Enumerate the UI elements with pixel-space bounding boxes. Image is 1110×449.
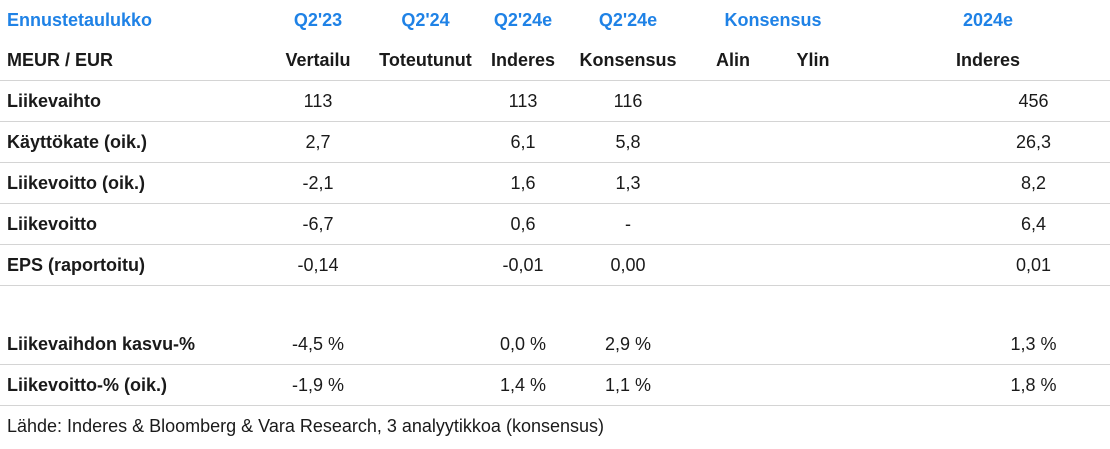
cell: 1,1 %	[563, 364, 693, 406]
col-header-q224e-consensus: Q2'24e	[598, 9, 658, 30]
cell: 8,2	[853, 162, 1110, 204]
row-label: Liikevaihdon kasvu-%	[0, 324, 268, 365]
cell	[368, 162, 483, 204]
cell: -1,9 %	[268, 364, 368, 406]
sub-header-ylin: Ylin	[773, 40, 853, 81]
cell: 0,01	[853, 244, 1110, 286]
cell	[773, 80, 853, 122]
cell	[773, 121, 853, 163]
col-header-q224: Q2'24	[401, 9, 450, 30]
unit-label: MEUR / EUR	[0, 40, 268, 81]
cell: -	[563, 203, 693, 245]
col-header-q224e-inderes: Q2'24e	[493, 9, 553, 30]
cell	[368, 203, 483, 245]
cell	[773, 364, 853, 406]
col-header-2024e: 2024e	[963, 9, 1014, 30]
cell	[773, 162, 853, 204]
spacer-row	[0, 286, 1110, 325]
sub-header-konsensus: Konsensus	[563, 40, 693, 81]
cell: 113	[483, 80, 563, 122]
cell	[368, 364, 483, 406]
sub-header-vertailu: Vertailu	[268, 40, 368, 81]
cell: 6,4	[853, 203, 1110, 245]
cell: 1,3 %	[853, 324, 1110, 365]
cell: -0,14	[268, 244, 368, 286]
source-row: Lähde: Inderes & Bloomberg & Vara Resear…	[0, 406, 1110, 447]
cell	[368, 244, 483, 286]
sub-header-toteutunut: Toteutunut	[368, 40, 483, 81]
table-row: Liikevaihdon kasvu-% -4,5 % 0,0 % 2,9 % …	[0, 324, 1110, 365]
sub-header-inderes: Inderes	[483, 40, 563, 81]
col-header-q223: Q2'23	[293, 9, 343, 30]
cell: 26,3	[853, 121, 1110, 163]
cell: 456	[853, 80, 1110, 122]
cell	[773, 244, 853, 286]
cell	[368, 121, 483, 163]
cell	[773, 203, 853, 245]
row-label: Liikevaihto	[0, 80, 268, 122]
cell: 0,00	[563, 244, 693, 286]
cell: 1,4 %	[483, 364, 563, 406]
cell	[693, 364, 773, 406]
cell: 1,3	[563, 162, 693, 204]
cell	[368, 80, 483, 122]
cell: 1,8 %	[853, 364, 1110, 406]
cell	[693, 80, 773, 122]
table-row: Liikevoitto -6,7 0,6 - 6,4	[0, 203, 1110, 245]
col-header-consensus-range: Konsensus	[724, 9, 822, 30]
table-row: Liikevaihto 113 113 116 456	[0, 80, 1110, 122]
cell: 6,1	[483, 121, 563, 163]
sub-header-alin: Alin	[693, 40, 773, 81]
cell: 2,9 %	[563, 324, 693, 365]
cell: -6,7	[268, 203, 368, 245]
cell	[693, 324, 773, 365]
source-note: Lähde: Inderes & Bloomberg & Vara Resear…	[7, 415, 604, 436]
row-label: Liikevoitto (oik.)	[0, 162, 268, 204]
row-label: Liikevoitto-% (oik.)	[0, 364, 268, 406]
cell: -4,5 %	[268, 324, 368, 365]
cell	[693, 121, 773, 163]
cell	[693, 203, 773, 245]
header-row-top: Ennustetaulukko Q2'23 Q2'24 Q2'24e Q2'24…	[0, 0, 1110, 40]
cell: 2,7	[268, 121, 368, 163]
sub-header-inderes-2024: Inderes	[853, 40, 1110, 81]
cell	[773, 324, 853, 365]
cell: 0,0 %	[483, 324, 563, 365]
cell: -2,1	[268, 162, 368, 204]
cell	[693, 162, 773, 204]
cell: 5,8	[563, 121, 693, 163]
table-title: Ennustetaulukko	[7, 9, 153, 30]
table-row: EPS (raportoitu) -0,14 -0,01 0,00 0,01	[0, 244, 1110, 286]
row-label: Käyttökate (oik.)	[0, 121, 268, 163]
table-row: Liikevoitto-% (oik.) -1,9 % 1,4 % 1,1 % …	[0, 364, 1110, 406]
header-row-sub: MEUR / EUR Vertailu Toteutunut Inderes K…	[0, 40, 1110, 81]
table-row: Käyttökate (oik.) 2,7 6,1 5,8 26,3	[0, 121, 1110, 163]
cell: 0,6	[483, 203, 563, 245]
cell	[693, 244, 773, 286]
cell	[368, 324, 483, 365]
cell: 113	[268, 80, 368, 122]
row-label: Liikevoitto	[0, 203, 268, 245]
row-label: EPS (raportoitu)	[0, 244, 268, 286]
cell: 1,6	[483, 162, 563, 204]
cell: -0,01	[483, 244, 563, 286]
cell: 116	[563, 80, 693, 122]
table-row: Liikevoitto (oik.) -2,1 1,6 1,3 8,2	[0, 162, 1110, 204]
